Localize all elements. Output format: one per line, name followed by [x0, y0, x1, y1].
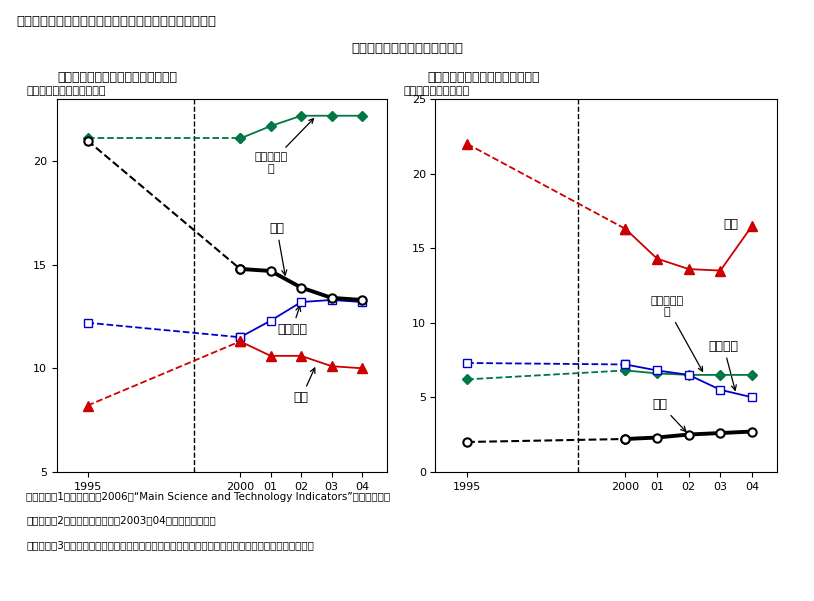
Text: （対研究開発費全体，％）: （対研究開発費全体，％） [26, 86, 106, 96]
Text: （備考）　1．ＯＥＣＤ（2006）“Main Science and Technology Indicators”により作成。: （備考） 1．ＯＥＣＤ（2006）“Main Science and Techn… [26, 492, 390, 502]
Text: （対大学使用分，％）: （対大学使用分，％） [404, 86, 470, 96]
Text: アメリカ: アメリカ [277, 306, 307, 336]
Text: 韓国: 韓国 [724, 218, 738, 231]
Text: 企業から大学への流れは低水準: 企業から大学への流れは低水準 [351, 42, 463, 55]
Text: 2．アメリカについて2003、04年の値は暫定値。: 2．アメリカについて2003、04年の値は暫定値。 [26, 516, 216, 526]
Text: ＥＵ２５ヵ
国: ＥＵ２５ヵ 国 [650, 296, 702, 371]
Text: 日本: 日本 [269, 222, 287, 275]
Text: 第２－４－７図　大学が使用する研究開発費の国際比較: 第２－４－７図 大学が使用する研究開発費の国際比較 [16, 15, 217, 28]
Text: （１）　大学の研究開発費使用比率: （１） 大学の研究開発費使用比率 [57, 71, 177, 84]
Text: ＥＵ２５ヵ
国: ＥＵ２５ヵ 国 [254, 119, 313, 174]
Text: 日本: 日本 [653, 398, 686, 432]
Text: アメリカ: アメリカ [708, 340, 738, 390]
Text: 韓国: 韓国 [294, 368, 315, 404]
Text: （２）　うち企業が支出する比率: （２） うち企業が支出する比率 [427, 71, 540, 84]
Text: 3．（１）は研究開発費全体に対する比率、（２）は（１）図のうち企業が支出する比率。: 3．（１）は研究開発費全体に対する比率、（２）は（１）図のうち企業が支出する比率… [26, 540, 314, 550]
